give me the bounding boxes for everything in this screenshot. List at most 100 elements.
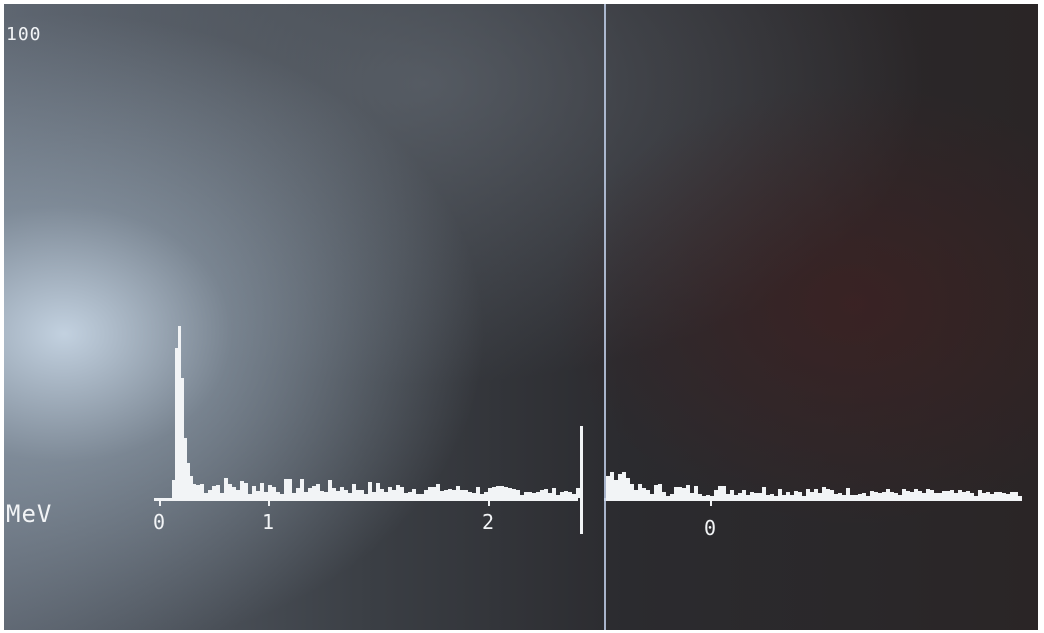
spectrum-bar [568,492,572,498]
spectrum-bar [978,490,982,498]
spectrum-bar [388,487,392,498]
tick-label-0: 0 [152,510,166,534]
spectrum-bar [300,479,304,498]
spectrum-bar [1006,494,1010,498]
spectrum-bar [292,493,296,498]
spectrum-bar [610,472,614,498]
spectrum-bar [938,493,942,498]
spectrum-bar [902,489,906,498]
spectrum-bar [842,495,846,498]
spectrum-bar [746,495,750,498]
spectrum-bar [356,490,360,498]
spectrum-bar [986,492,990,498]
spectrum-bars [172,326,1022,498]
spectrum-bar [822,487,826,498]
spectrum-bar [536,492,540,498]
spectrum-bar [288,479,292,498]
spectrum-bar [364,494,368,498]
cursor-line[interactable] [604,4,606,630]
spectrum-bar [954,493,958,498]
spectrum-bar [320,491,324,498]
spectrum-bar [906,491,910,498]
spectrum-bar [898,495,902,498]
spectrum-bar [758,493,762,498]
spectrum-bar [790,495,794,498]
spectrum-bar [396,485,400,498]
spectrum-bar [508,488,512,498]
spectrum-bar [256,491,260,498]
spectrum-bar [208,490,212,498]
spectrum-bar [532,493,536,498]
axis-tick [710,498,712,506]
spectrum-bar [384,492,388,498]
spectrum-bar [376,483,380,498]
spectrum-bar [838,493,842,498]
spectrum-bar [674,487,678,498]
spectrum-bar [982,493,986,498]
unit-label: MeV [6,500,53,528]
oscilloscope-screen: 100 MeV 0 1 2 0 [4,4,1038,630]
spectrum-trace [154,326,1022,534]
spectrum-bar [834,494,838,498]
spectrum-bar [420,494,424,498]
spectrum-bar [352,484,356,498]
spectrum-bar [480,494,484,498]
spectrum-bar [650,494,654,498]
spectrum-bar [175,348,178,498]
spectrum-bar [456,486,460,498]
baseline-segment [604,498,1022,501]
spectrum-bar [962,492,966,498]
spectrum-bar [862,493,866,498]
spectrum-bar [296,488,300,498]
spectrum-bar [492,487,496,498]
spectrum-bar [966,491,970,498]
spectrum-bar [734,495,738,498]
spectrum-bar [974,496,978,498]
spectrum-bar [630,484,634,498]
spectrum-bar [914,489,918,498]
spectrum-bar [890,492,894,498]
spectrum-bar [854,495,858,498]
spectrum-bar [702,496,706,498]
spectrum-bar [806,489,810,498]
spectrum-bar [638,484,642,498]
spectrum-bar [432,487,436,498]
spectrum-bar [706,495,710,498]
spectrum-bar [634,490,638,498]
spectrum-bar [690,493,694,498]
spectrum-bar [606,476,610,498]
spectrum-bar [576,488,580,498]
spectrum-bar [990,494,994,498]
spectrum-bar [826,489,830,498]
spectrum-bar [930,490,934,498]
spectrum-bar [698,494,702,498]
spectrum-bar [878,493,882,498]
spectrum-bar [666,496,670,498]
spectrum-bar [400,487,404,498]
spectrum-bar [918,491,922,498]
spectrum-bar [654,485,658,498]
spectrum-bar [886,489,890,498]
spectrum-bar [552,488,556,498]
spectrum-bar [722,486,726,498]
spectrum-bar [798,492,802,498]
spectrum-bar [408,492,412,498]
spectrum-bar [754,493,758,498]
marker-bar [580,426,583,534]
spectrum-bar [464,490,468,498]
spectrum-bar [220,493,224,498]
spectrum-bar [228,484,232,498]
spectrum-bar [646,490,650,498]
spectrum-bar [818,493,822,498]
baseline-segment [154,498,578,501]
spectrum-bar [276,492,280,498]
spectrum-bar [770,494,774,498]
spectrum-bar [726,494,730,498]
spectrum-bar [268,485,272,498]
spectrum-bar [524,492,528,498]
spectrum-bar [750,492,754,498]
spectrum-bar [882,492,886,498]
spectrum-bar [193,484,196,498]
spectrum-bar [240,481,244,498]
spectrum-bar [858,494,862,498]
